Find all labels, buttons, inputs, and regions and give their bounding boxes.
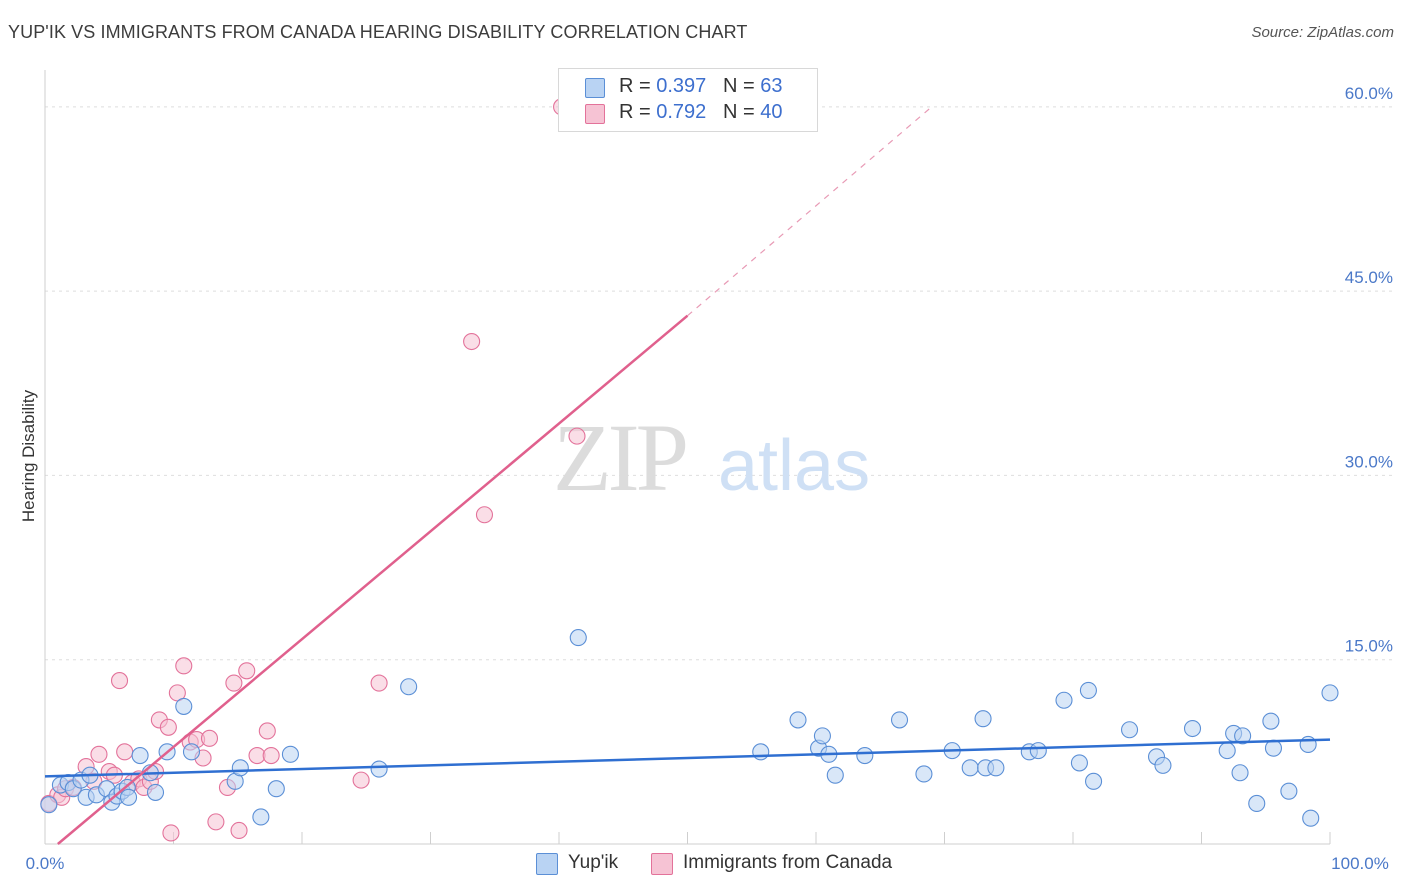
yupik-point-24 xyxy=(281,745,299,763)
yupik-point-34 xyxy=(856,746,874,765)
legend-r-label: R = xyxy=(619,101,657,123)
canada-point-11 xyxy=(116,743,134,761)
x-tick-label-0: 0.0% xyxy=(26,854,65,873)
canada-point-32 xyxy=(258,722,276,740)
yupik-point-25 xyxy=(370,760,388,778)
yupik-point-52 xyxy=(1218,742,1236,760)
canada-point-30 xyxy=(238,662,256,680)
yupik-point-28 xyxy=(752,743,770,761)
canada-point-21 xyxy=(175,657,193,675)
bottom-legend-label-yupik: Yup'ik xyxy=(568,852,619,873)
legend-n-label: N = xyxy=(722,101,761,123)
canada-point-29 xyxy=(230,821,248,840)
canada-point-19 xyxy=(162,824,180,842)
y-tick-label-30: 30.0% xyxy=(1345,452,1393,471)
yupik-point-31 xyxy=(813,727,831,745)
yupik-point-13 xyxy=(119,788,138,806)
yupik-point-16 xyxy=(146,783,165,801)
canada-point-28 xyxy=(225,674,243,692)
y-tick-labels: 15.0% 30.0% 45.0% 60.0% xyxy=(1345,84,1393,656)
legend-swatch-yupik xyxy=(585,78,605,98)
series-yupik-points xyxy=(40,629,1339,827)
correlation-legend: R = 0.397 N = 63 R = 0.792 N = 40 xyxy=(558,68,818,132)
yupik-point-61 xyxy=(1302,809,1320,827)
yupik-point-45 xyxy=(1070,754,1088,772)
canada-point-35 xyxy=(370,674,388,692)
yupik-point-46 xyxy=(1079,681,1097,699)
yupik-point-57 xyxy=(1262,712,1280,730)
yupik-point-43 xyxy=(1029,742,1047,760)
yupik-point-39 xyxy=(974,710,992,728)
canada-point-18 xyxy=(159,718,177,736)
chart-source: Source: ZipAtlas.com xyxy=(1251,24,1394,41)
yupik-point-35 xyxy=(890,711,909,729)
yupik-point-36 xyxy=(915,765,933,783)
canada-point-36 xyxy=(463,332,481,351)
yupik-point-41 xyxy=(987,759,1005,777)
yupik-point-50 xyxy=(1154,756,1172,774)
yupik-point-38 xyxy=(961,759,979,777)
yupik-point-29 xyxy=(789,711,807,729)
legend-swatch-canada xyxy=(585,104,605,124)
bottom-legend-swatch-canada xyxy=(651,853,673,875)
legend-text-yupik: R = 0.397 N = 63 xyxy=(619,75,782,98)
yupik-point-27 xyxy=(569,629,587,647)
y-tick-label-45: 45.0% xyxy=(1345,268,1393,287)
yupik-point-22 xyxy=(252,808,270,826)
canada-point-34 xyxy=(352,771,370,789)
legend-r-value-canada: 0.792 xyxy=(656,101,707,123)
yupik-point-54 xyxy=(1231,764,1249,782)
yupik-point-44 xyxy=(1055,691,1073,709)
canada-point-33 xyxy=(262,746,280,765)
canada-point-25 xyxy=(200,729,219,747)
watermark-zip: ZIP xyxy=(553,404,686,511)
yupik-point-56 xyxy=(1248,794,1266,813)
bottom-legend-label-canada: Immigrants from Canada xyxy=(683,852,893,873)
y-tick-label-15: 15.0% xyxy=(1345,637,1393,656)
legend-n-value-yupik: 63 xyxy=(760,75,783,97)
trend-line-canada xyxy=(57,314,689,845)
trend-lines xyxy=(44,106,1331,845)
yupik-point-18 xyxy=(175,697,193,715)
yupik-point-21 xyxy=(231,759,249,777)
canada-point-37 xyxy=(475,506,494,524)
yupik-point-47 xyxy=(1085,772,1103,790)
canada-point-26 xyxy=(207,813,225,831)
yupik-point-26 xyxy=(400,678,418,696)
legend-r-value-yupik: 0.397 xyxy=(656,75,707,97)
yupik-point-48 xyxy=(1120,721,1139,739)
canada-point-7 xyxy=(90,745,108,763)
gridlines xyxy=(45,106,1392,661)
chart-title: YUP'IK VS IMMIGRANTS FROM CANADA HEARING… xyxy=(8,22,748,42)
y-axis-label: Hearing Disability xyxy=(19,389,38,522)
yupik-point-23 xyxy=(267,780,285,798)
yupik-point-59 xyxy=(1280,782,1298,800)
legend-n-value-canada: 40 xyxy=(760,101,783,123)
bottom-legend-swatch-yupik xyxy=(536,853,558,875)
legend-text-canada: R = 0.792 N = 40 xyxy=(619,101,782,124)
trend-line-canada-extension xyxy=(687,106,933,317)
watermark-atlas: atlas xyxy=(718,426,870,506)
canada-point-10 xyxy=(110,672,129,690)
x-tick-label-100: 100.0% xyxy=(1331,854,1389,873)
legend-n-label: N = xyxy=(722,75,761,97)
yupik-point-62 xyxy=(1321,684,1339,702)
yupik-point-55 xyxy=(1234,727,1252,745)
trend-line-yupik xyxy=(44,738,1331,778)
canada-point-38 xyxy=(568,427,586,445)
yupik-point-0 xyxy=(40,796,58,814)
yupik-point-14 xyxy=(131,746,149,765)
yupik-point-51 xyxy=(1183,719,1202,738)
legend-r-label: R = xyxy=(619,75,657,97)
yupik-point-33 xyxy=(826,766,844,784)
y-tick-label-60: 60.0% xyxy=(1345,84,1393,103)
yupik-point-19 xyxy=(182,743,201,761)
x-ticks xyxy=(44,832,1331,844)
